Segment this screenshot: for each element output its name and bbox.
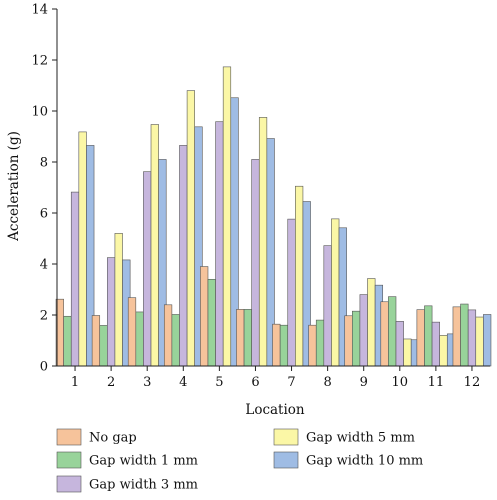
bar-2-location-4 (171, 314, 180, 367)
bar-4-location-8 (331, 218, 340, 367)
y-tick-label: 10 (31, 105, 48, 120)
x-tick-label: 6 (251, 375, 259, 390)
bar-4-location-9 (367, 278, 376, 367)
x-tick-label: 1 (71, 375, 79, 390)
bar-3-location-2 (107, 257, 116, 367)
bar-1-location-4 (163, 304, 173, 367)
y-tick-label: 0 (40, 360, 48, 375)
x-tick-label: 7 (287, 375, 295, 390)
bar-3-location-10 (395, 321, 404, 367)
bar-3-location-7 (287, 218, 296, 367)
legend-label: Gap width 10 mm (306, 454, 423, 469)
bar-2-location-10 (388, 296, 397, 367)
y-tick-label: 2 (40, 309, 48, 324)
bar-1-location-5 (200, 266, 209, 367)
legend-swatch (56, 428, 82, 446)
legend-label: Gap width 1 mm (89, 454, 198, 469)
bar-1-location-6 (236, 309, 245, 367)
bar-3-location-4 (179, 145, 188, 367)
legend-label: No gap (89, 431, 137, 446)
bar-1-location-9 (344, 315, 353, 367)
bar-3-location-8 (323, 245, 332, 367)
bar-4-location-11 (439, 335, 448, 367)
legend-swatch (56, 475, 82, 493)
bar-3-location-11 (431, 321, 440, 367)
bar-3-location-3 (143, 171, 152, 367)
bar-2-location-8 (315, 319, 325, 367)
x-tick-label: 11 (428, 375, 445, 390)
y-tick-label: 4 (40, 258, 48, 273)
x-tick-label: 5 (215, 375, 223, 390)
bar-1-location-11 (416, 309, 425, 367)
bars-layer (55, 66, 492, 367)
bar-3-location-5 (215, 121, 224, 367)
x-tick-label: 9 (360, 375, 368, 390)
x-tick-label: 10 (392, 375, 409, 390)
y-tick-label: 12 (31, 54, 48, 69)
y-tick-label: 8 (40, 156, 48, 171)
bar-2-location-9 (352, 310, 361, 367)
bar-5-location-12 (483, 314, 492, 367)
bar-3-location-9 (359, 294, 368, 367)
bar-2-location-3 (135, 311, 144, 367)
y-axis-title: Acceleration (g) (6, 131, 22, 242)
legend-swatch (273, 451, 299, 469)
x-tick-label: 3 (143, 375, 151, 390)
bar-1-location-12 (452, 306, 461, 367)
bar-2-location-11 (424, 305, 433, 367)
x-axis-title: Location (245, 402, 305, 418)
bar-3-location-12 (467, 309, 477, 367)
bar-3-location-1 (70, 191, 80, 367)
bar-4-location-3 (150, 124, 159, 367)
bar-4-location-2 (114, 233, 123, 367)
bar-2-location-7 (279, 324, 289, 367)
legend: No gap Gap width 1 mm Gap width 3 mm Gap wi… (56, 428, 423, 493)
y-tick-label: 14 (31, 3, 48, 18)
bar-1-location-10 (380, 301, 389, 367)
legend-label: Gap width 3 mm (89, 478, 198, 493)
legend-swatch (273, 428, 299, 446)
bar-4-location-5 (222, 66, 232, 367)
bar-1-location-8 (308, 324, 317, 367)
bar-2-location-5 (207, 278, 216, 367)
bar-4-location-6 (258, 117, 268, 367)
bar-1-location-7 (272, 323, 281, 367)
bar-2-location-12 (460, 303, 469, 367)
y-tick-label: 6 (40, 207, 48, 222)
bar-1-location-3 (127, 297, 137, 367)
x-tick-label: 8 (323, 375, 331, 390)
x-tick-label: 4 (179, 375, 187, 390)
legend-swatch (56, 451, 82, 469)
bar-2-location-1 (63, 315, 72, 367)
legend-label: Gap width 5 mm (306, 431, 415, 446)
bar-1-location-2 (91, 315, 101, 367)
bar-3-location-6 (251, 159, 260, 367)
x-tick-label: 12 (464, 375, 481, 390)
bar-4-location-4 (186, 90, 195, 367)
axes-layer (56, 9, 490, 367)
bar-2-location-2 (99, 325, 108, 367)
bar-4-location-10 (403, 338, 412, 367)
bar-4-location-7 (295, 185, 304, 367)
bar-2-location-6 (243, 309, 252, 367)
bar-4-location-12 (475, 316, 484, 367)
x-tick-label: 2 (107, 375, 115, 390)
bar-4-location-1 (78, 131, 87, 367)
